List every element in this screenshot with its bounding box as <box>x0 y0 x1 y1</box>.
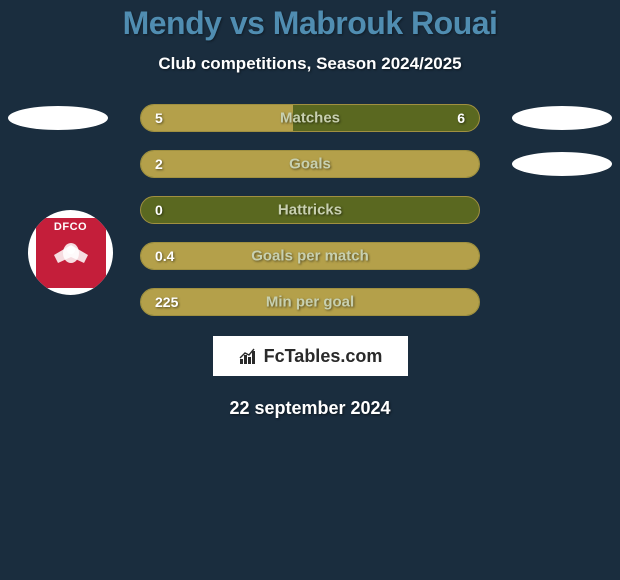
stat-row: 0.4 Goals per match <box>0 242 620 270</box>
stat-row: 225 Min per goal <box>0 288 620 316</box>
page-title: Mendy vs Mabrouk Rouai <box>0 5 620 42</box>
stat-bar: 5 Matches 6 <box>140 104 480 132</box>
stat-label: Goals per match <box>251 248 369 265</box>
stat-label: Matches <box>280 110 340 127</box>
player-badge-left <box>8 106 108 130</box>
stat-row: 0 Hattricks <box>0 196 620 224</box>
stat-row: DFCO 2 Goals <box>0 150 620 178</box>
player-badge-right <box>512 152 612 176</box>
main-container: Mendy vs Mabrouk Rouai Club competitions… <box>0 0 620 419</box>
stat-bar: 2 Goals <box>140 150 480 178</box>
stat-bar: 0 Hattricks <box>140 196 480 224</box>
stat-value-left: 2 <box>155 156 163 172</box>
comparison-chart: 5 Matches 6 DFCO 2 Goals <box>0 104 620 316</box>
footer-date: 22 september 2024 <box>0 398 620 419</box>
stat-bar: 225 Min per goal <box>140 288 480 316</box>
bar-fill <box>141 105 293 131</box>
player-badge-right <box>512 106 612 130</box>
watermark: FcTables.com <box>213 336 408 376</box>
stat-label: Goals <box>289 156 331 173</box>
stat-value-left: 0 <box>155 202 163 218</box>
stat-row: 5 Matches 6 <box>0 104 620 132</box>
stat-label: Min per goal <box>266 294 354 311</box>
stat-bar: 0.4 Goals per match <box>140 242 480 270</box>
chart-icon <box>238 347 260 365</box>
watermark-label: FcTables.com <box>264 346 383 367</box>
watermark-text: FcTables.com <box>238 346 383 367</box>
stat-value-right: 6 <box>457 110 465 126</box>
stat-value-left: 5 <box>155 110 163 126</box>
stat-label: Hattricks <box>278 202 342 219</box>
stat-value-left: 225 <box>155 294 178 310</box>
stat-value-left: 0.4 <box>155 248 174 264</box>
subtitle: Club competitions, Season 2024/2025 <box>0 54 620 74</box>
